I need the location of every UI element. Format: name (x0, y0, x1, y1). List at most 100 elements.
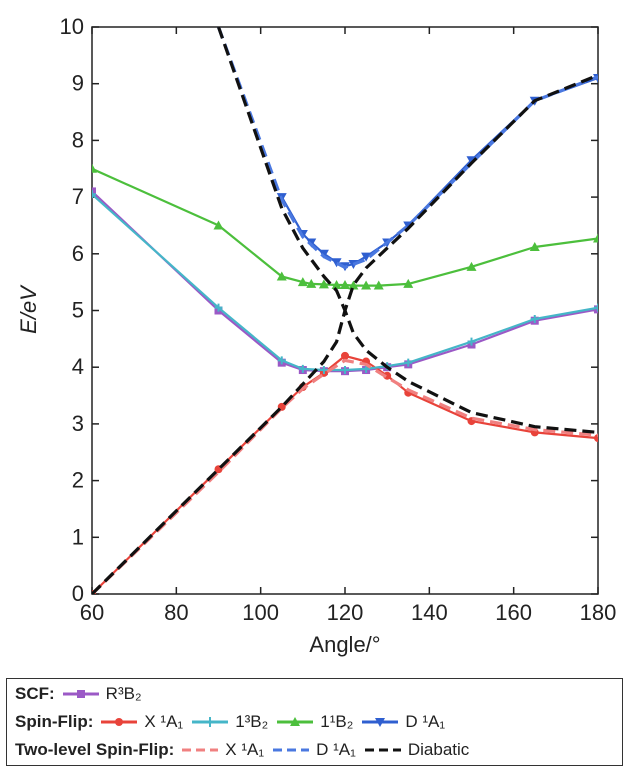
series-spin-flip-13b2-point (214, 303, 223, 312)
legend-row-scf: SCF: R³B₂ (15, 681, 149, 707)
y-tick-label: 4 (72, 354, 84, 379)
series-spin-flip-11b2-point (466, 261, 477, 271)
legend-entry-label: 1³B₂ (235, 712, 269, 731)
series-two-level-spin-flip-x1a1 (92, 358, 598, 594)
chart-legend: SCF: R³B₂ Spin-Flip: X ¹A₁ 1³B₂ 1¹B₂ D ¹… (6, 678, 623, 766)
legend-entry-sf-d1a1: D ¹A₁ (360, 712, 445, 732)
series-spin-flip-d1a1 (276, 74, 598, 272)
legend-row-spin-flip: Spin-Flip: X ¹A₁ 1³B₂ 1¹B₂ D ¹A₁ (15, 709, 452, 735)
legend-swatch (182, 748, 219, 752)
legend-group-title: SCF: (15, 684, 55, 703)
series-spin-flip-11b2-point (276, 271, 287, 281)
legend-entry-diabatic: Diabatic (363, 740, 469, 760)
series-spin-flip-11b2-point (529, 241, 540, 251)
series-spin-flip-11b2 (92, 163, 598, 290)
y-tick-label: 8 (72, 127, 84, 152)
series-spin-flip-13b2-line (92, 193, 598, 372)
series-spin-flip-11b2-point (348, 280, 359, 290)
legend-entry-label: D ¹A₁ (316, 740, 356, 759)
legend-swatch (277, 717, 314, 726)
y-axis-title: E/eV (16, 284, 41, 334)
y-tick-label: 7 (72, 184, 84, 209)
series-spin-flip-13b2-point (277, 356, 286, 365)
y-tick-label: 3 (72, 411, 84, 436)
legend-entry-label: R³B₂ (105, 684, 142, 703)
series-spin-flip-11b2-point (403, 278, 414, 288)
legend-group-title: Two-level Spin-Flip: (15, 740, 175, 759)
x-axis-ticks: 60 80 100 120 140 160 180 (80, 27, 617, 625)
series-spin-flip-11b2-point (92, 163, 97, 173)
x-tick-label: 60 (80, 600, 104, 625)
series-spin-flip-x1a1 (92, 351, 598, 594)
series-spin-flip-11b2-point (318, 279, 329, 289)
series-two-level-spin-flip-d1a1-line (216, 27, 598, 269)
series-spin-flip-13b2 (92, 190, 598, 375)
series-spin-flip-13b2-point (404, 358, 413, 367)
series-spin-flip-13b2-point (92, 190, 96, 199)
series-spin-flip-13b2-point (530, 315, 539, 324)
series-spin-flip-x1a1-point (341, 351, 349, 360)
legend-entry-label: 1¹B₂ (320, 712, 354, 731)
series-spin-flip-13b2-point (594, 303, 598, 312)
x-tick-label: 80 (164, 600, 188, 625)
series-spin-flip-13b2-point (341, 366, 349, 375)
x-tick-label: 120 (327, 600, 364, 625)
y-tick-label: 0 (72, 581, 84, 606)
series-spin-flip-11b2-point (340, 279, 350, 289)
series-spin-flip-11b2-point (306, 278, 317, 288)
legend-row-two-level: Two-level Spin-Flip: X ¹A₁ D ¹A₁ Diabati… (15, 737, 476, 763)
legend-entry-scf-r3b2: R³B₂ (61, 684, 142, 704)
y-tick-label: 1 (72, 524, 84, 549)
legend-swatch (273, 748, 310, 752)
series-spin-flip-x1a1-point (594, 434, 598, 443)
series-spin-flip-d1a1-point (361, 252, 372, 262)
series-two-level-spin-flip-x1a1-line (92, 358, 598, 594)
series-spin-flip-d1a1-point (331, 258, 342, 268)
series-two-level-spin-flip-diabatic (92, 27, 598, 594)
x-tick-label: 140 (411, 600, 448, 625)
legend-swatch (362, 718, 399, 727)
series-spin-flip-11b2-point (373, 280, 384, 290)
x-tick-label: 160 (495, 600, 532, 625)
legend-entry-label: X ¹A₁ (225, 740, 265, 759)
y-axis-ticks: 0 1 2 3 4 5 6 7 8 9 10 (60, 14, 598, 606)
y-tick-label: 9 (72, 71, 84, 96)
legend-entry-sf-13b2: 1³B₂ (190, 712, 268, 732)
series-spin-flip-13b2-point (319, 366, 328, 375)
y-tick-label: 2 (72, 468, 84, 493)
series-spin-flip-11b2-point (593, 233, 598, 243)
legend-entry-label: D ¹A₁ (405, 712, 446, 731)
legend-entry-tl-x1a1: X ¹A₁ (180, 740, 264, 760)
series-two-level-spin-flip-diabatic-line (216, 27, 598, 434)
legend-swatch (101, 718, 138, 726)
series-two-level-spin-flip-diabatic-line (92, 73, 598, 594)
legend-entry-sf-11b2: 1¹B₂ (275, 712, 353, 732)
x-axis-title: Angle/° (309, 632, 380, 657)
legend-group-title: Spin-Flip: (15, 712, 94, 731)
y-tick-label: 5 (72, 298, 84, 323)
x-tick-label: 180 (580, 600, 617, 625)
series-two-level-spin-flip-d1a1 (216, 27, 598, 269)
legend-swatch (192, 717, 229, 727)
y-tick-label: 10 (60, 14, 84, 39)
series-spin-flip-11b2-point (331, 279, 342, 289)
series-spin-flip-x1a1-line (92, 354, 598, 594)
x-tick-label: 100 (242, 600, 279, 625)
legend-entry-label: Diabatic (407, 740, 470, 759)
series-spin-flip-d1a1-point (318, 249, 329, 259)
series-layer (92, 27, 598, 594)
series-spin-flip-11b2-point (297, 277, 308, 287)
series-spin-flip-13b2-point (298, 364, 307, 373)
legend-swatch (62, 690, 99, 698)
series-scf-r3b2-point (594, 305, 598, 314)
legend-entry-tl-d1a1: D ¹A₁ (271, 740, 356, 760)
series-spin-flip-11b2-point (213, 220, 224, 230)
energy-angle-chart: 0 1 2 3 4 5 6 7 8 9 10 60 80 100 120 140 160 180 Angle/°… (16, 14, 617, 657)
legend-entry-sf-x1a1: X ¹A₁ (99, 712, 183, 732)
series-spin-flip-d1a1-line (280, 76, 598, 268)
legend-entry-label: X ¹A₁ (144, 712, 184, 731)
series-scf-r3b2-point (92, 187, 96, 196)
series-spin-flip-11b2-point (361, 280, 372, 290)
legend-swatch (364, 748, 401, 752)
series-scf-r3b2-line (92, 190, 598, 373)
